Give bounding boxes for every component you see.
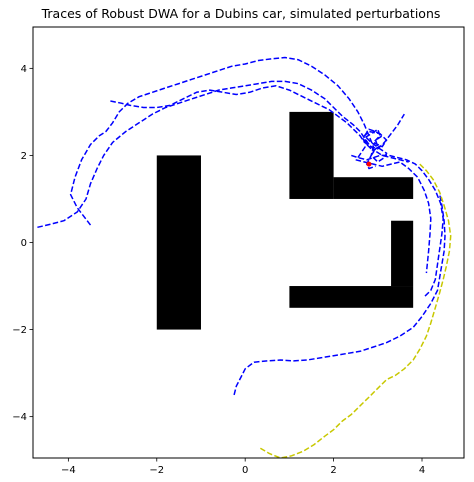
trace-3 <box>110 85 405 150</box>
chart-title: Traces of Robust DWA for a Dubins car, s… <box>41 6 441 21</box>
y-tick-label: 0 <box>21 238 27 249</box>
obstacle-3 <box>333 177 414 199</box>
trace-2 <box>37 80 409 229</box>
obstacle-2 <box>289 111 334 199</box>
y-tick-label: 4 <box>21 64 27 75</box>
obstacle-4 <box>289 286 414 308</box>
obstacle-1 <box>156 155 201 330</box>
markers-layer <box>366 161 372 167</box>
y-tick-label: −2 <box>12 325 27 336</box>
trace-5 <box>355 159 432 274</box>
x-tick-label: −2 <box>149 465 164 476</box>
obstacles-layer <box>156 111 414 330</box>
trace-4 <box>351 154 444 298</box>
trace-8 <box>258 163 452 459</box>
trace-1 <box>69 56 376 226</box>
goal-marker <box>366 161 372 167</box>
trace-6 <box>233 194 446 396</box>
x-tick-label: 4 <box>419 465 425 476</box>
y-axis-ticks: −4 −2 0 2 4 <box>12 64 33 423</box>
x-tick-label: 2 <box>330 465 336 476</box>
x-axis-ticks: −4 −2 0 2 4 <box>61 458 425 476</box>
x-tick-label: −4 <box>61 465 76 476</box>
y-tick-label: 2 <box>21 151 27 162</box>
trace-7 <box>357 128 388 163</box>
traces-layer <box>37 56 452 459</box>
y-tick-label: −4 <box>12 412 27 423</box>
obstacle-5 <box>391 220 414 287</box>
x-tick-label: 0 <box>242 465 248 476</box>
